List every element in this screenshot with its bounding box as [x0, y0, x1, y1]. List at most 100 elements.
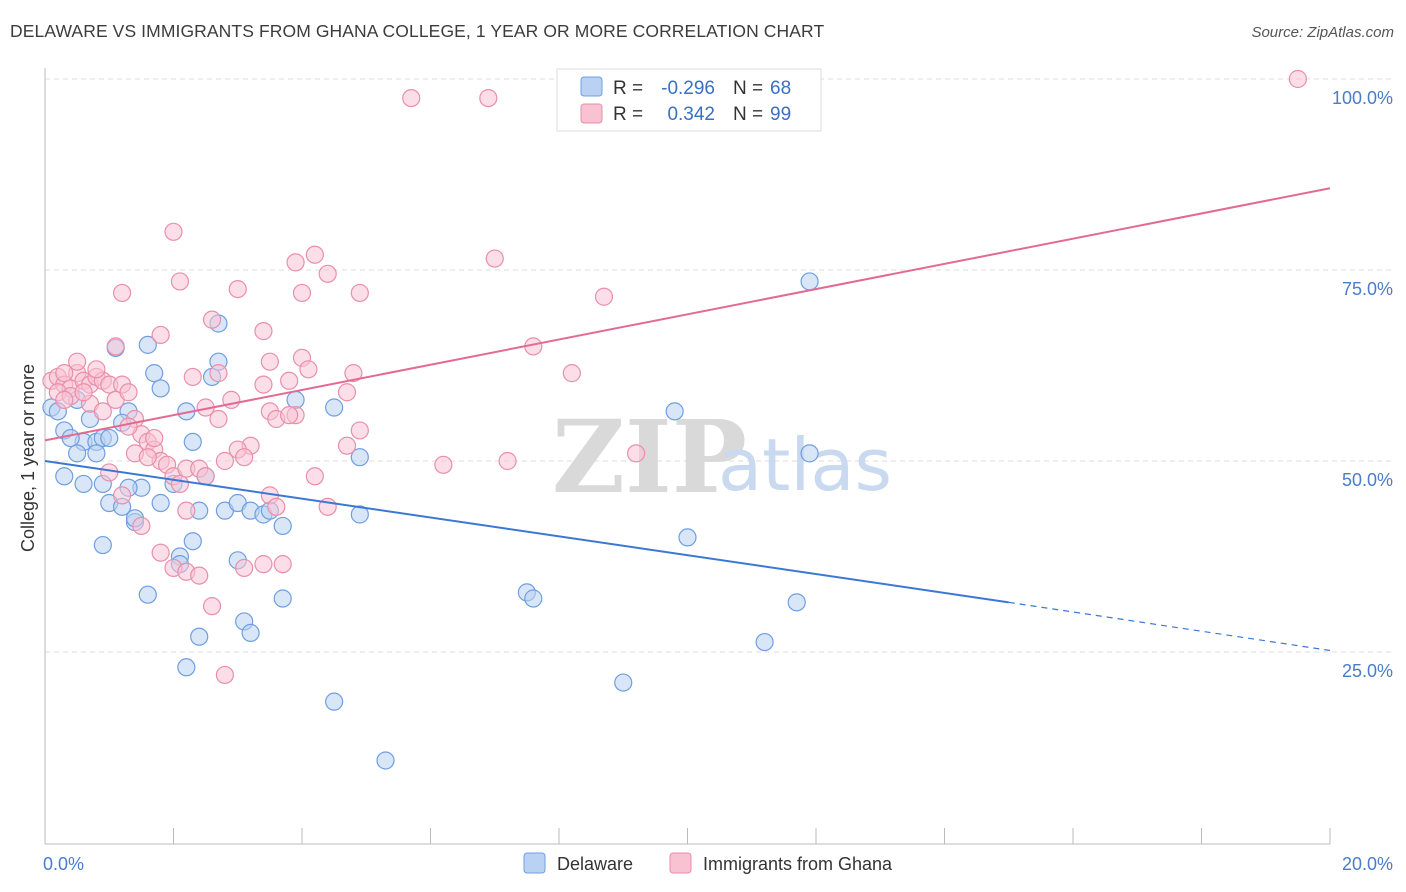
y-tick-labels: 25.0% 50.0% 75.0% 100.0%	[1332, 88, 1393, 681]
legend-r-label-ghana: R =	[613, 104, 643, 125]
delaware-point-61	[755, 632, 774, 652]
delaware-point-5	[61, 428, 80, 448]
ghana-point-63	[286, 253, 305, 272]
delaware-point-19	[138, 335, 157, 354]
ghana-point-93	[119, 417, 138, 436]
ghana-point-51	[337, 383, 357, 402]
delaware-point-43	[286, 390, 305, 409]
ghana-point-13	[68, 352, 87, 371]
legend-n-value-delaware: 68	[770, 78, 791, 99]
y-tick-label-1: 50.0%	[1342, 470, 1393, 490]
bottom-legend-swatch-delaware	[523, 852, 546, 874]
ghana-point-69	[209, 364, 228, 383]
delaware-point-48	[138, 585, 157, 604]
ghana-trend-line	[44, 187, 1331, 442]
delaware-point-44	[325, 398, 344, 417]
ghana-point-82	[562, 364, 581, 383]
delaware-point-52	[241, 623, 260, 643]
ghana-point-45	[280, 371, 299, 390]
watermark-zip: ZIP	[552, 398, 747, 516]
delaware-point-63	[800, 444, 819, 463]
delaware-point-10	[100, 428, 119, 448]
ghana-point-83	[594, 287, 614, 306]
delaware-point-45	[350, 448, 369, 467]
ghana-point-78	[402, 88, 421, 108]
delaware-point-57	[524, 589, 543, 608]
trend-lines	[44, 187, 1331, 652]
ghana-point-95	[215, 451, 234, 471]
ghana-point-52	[344, 364, 363, 383]
delaware-point-60	[678, 528, 697, 547]
series-legend: Delaware Immigrants from Ghana	[523, 852, 893, 874]
delaware-point-67	[74, 474, 93, 494]
x-tick-label-0: 0.0%	[43, 854, 84, 874]
bottom-legend-ghana: Immigrants from Ghana	[703, 854, 893, 874]
ghana-point-48	[299, 360, 318, 379]
legend-r-value-ghana: 0.342	[667, 104, 715, 125]
ghana-point-42	[254, 375, 273, 394]
x-tick-label-1: 20.0%	[1342, 854, 1393, 874]
y-tick-label-0: 25.0%	[1342, 661, 1393, 681]
ghana-point-64	[292, 283, 312, 303]
ghana-point-61	[228, 280, 247, 299]
legend-n-value-ghana: 99	[770, 104, 791, 125]
ghana-point-54	[337, 436, 357, 455]
delaware-points	[42, 272, 819, 770]
ghana-point-15	[87, 360, 106, 379]
legend-swatch-ghana	[580, 103, 603, 124]
ghana-point-40	[273, 555, 292, 574]
delaware-point-54	[325, 692, 344, 711]
ghana-point-59	[151, 325, 170, 345]
ghana-point-87	[1288, 69, 1307, 89]
delaware-point-49	[190, 627, 209, 646]
ghana-points	[42, 69, 1307, 685]
delaware-point-59	[665, 402, 684, 421]
ghana-point-70	[183, 367, 202, 387]
chart-title: DELAWARE VS IMMIGRANTS FROM GHANA COLLEG…	[10, 21, 825, 41]
bottom-legend-swatch-ghana	[669, 852, 692, 874]
ghana-point-89	[74, 383, 93, 402]
x-tick-labels: 0.0% 20.0%	[43, 854, 1393, 874]
delaware-point-12	[87, 444, 106, 463]
delaware-point-55	[376, 751, 395, 770]
legend-swatch-delaware	[580, 76, 603, 97]
legend-n-label-ghana: N =	[733, 104, 763, 125]
ghana-point-65	[305, 245, 324, 264]
ghana-point-49	[305, 467, 324, 486]
delaware-point-11	[55, 467, 74, 486]
axes	[44, 68, 1331, 845]
delaware-point-23	[183, 432, 202, 451]
delaware-point-58	[614, 673, 633, 692]
ghana-point-86	[626, 444, 646, 463]
delaware-trend-line	[44, 460, 1009, 604]
ghana-point-55	[164, 222, 183, 241]
ghana-point-68	[260, 352, 279, 371]
delaware-point-42	[273, 516, 292, 536]
watermark-atlas: atlas	[718, 423, 892, 507]
ghana-point-29	[112, 486, 132, 505]
ghana-point-18	[119, 383, 138, 402]
ghana-point-74	[235, 448, 254, 467]
ghana-point-80	[485, 249, 504, 268]
delaware-point-32	[183, 532, 202, 551]
ghana-point-30	[132, 516, 151, 536]
ghana-point-35	[202, 597, 222, 616]
ghana-point-97	[280, 406, 299, 425]
delaware-point-20	[145, 364, 164, 383]
delaware-trend-extension	[1008, 601, 1331, 652]
ghana-point-26	[170, 474, 190, 494]
delaware-point-50	[177, 658, 196, 677]
y-tick-label-2: 75.0%	[1342, 279, 1393, 299]
ghana-point-60	[106, 337, 125, 356]
y-tick-label-3: 100.0%	[1332, 88, 1393, 108]
ghana-point-77	[177, 501, 196, 520]
legend-r-value-delaware: -0.296	[661, 78, 715, 99]
ghana-point-67	[350, 283, 369, 303]
ghana-point-88	[55, 390, 74, 409]
delaware-point-31	[151, 493, 170, 513]
chart-source: Source: ZipAtlas.com	[1251, 24, 1394, 41]
ghana-point-36	[215, 665, 234, 685]
ghana-point-79	[479, 88, 498, 108]
ghana-point-57	[112, 283, 132, 303]
ghana-point-37	[235, 558, 254, 578]
